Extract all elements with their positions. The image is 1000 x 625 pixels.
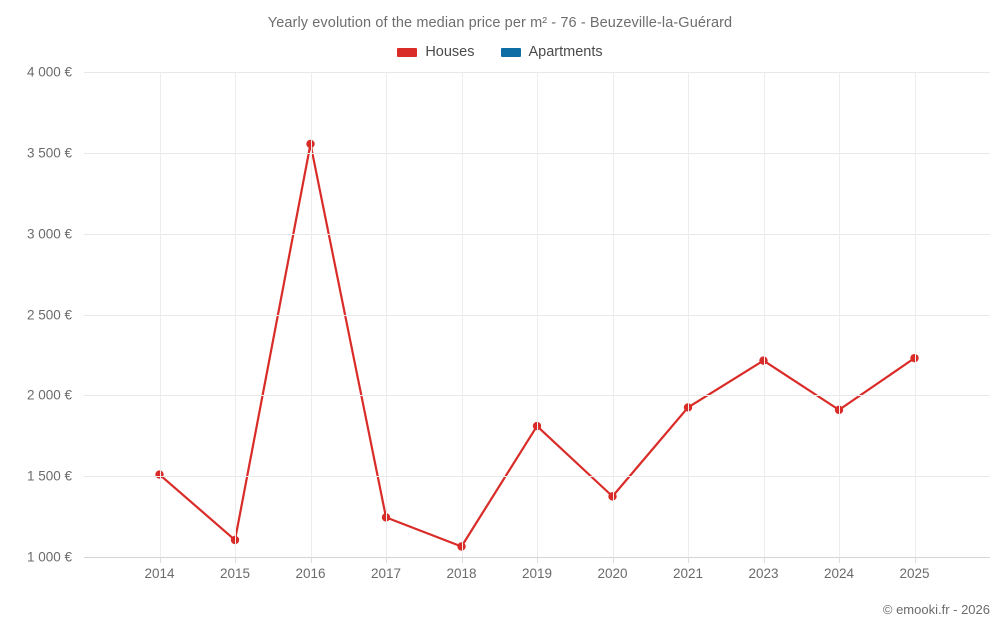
x-axis-tick <box>386 557 387 563</box>
x-axis-tick-label: 2024 <box>823 566 855 581</box>
legend-swatch-apartments-icon <box>500 47 521 57</box>
data-point-marker[interactable] <box>457 542 466 551</box>
x-axis-tick <box>537 557 538 563</box>
y-axis-tick-label: 3 500 € <box>26 145 72 161</box>
gridline-vertical <box>763 72 765 557</box>
data-point-marker[interactable] <box>381 513 391 522</box>
y-axis-tick-label: 2 500 € <box>26 307 72 322</box>
y-axis-tick-label: 1 000 € <box>26 549 72 565</box>
gridline-vertical <box>914 72 916 557</box>
data-point-marker[interactable] <box>532 421 542 431</box>
page-title: Yearly evolution of the median price per… <box>267 15 733 31</box>
x-axis-tick <box>839 557 840 563</box>
x-axis-tick <box>914 557 916 563</box>
footer-credit: © emooki.fr - 2026 <box>882 602 990 617</box>
legend-item-houses[interactable]: Houses <box>397 44 475 60</box>
x-axis-tick <box>461 557 463 563</box>
legend-label-houses: Houses <box>425 44 475 60</box>
legend-swatch-houses-icon <box>397 47 418 57</box>
x-axis-tick-label: 2023 <box>748 566 779 581</box>
x-axis-tick <box>235 557 236 563</box>
y-axis-tick-label: 4 000 € <box>26 64 72 80</box>
gridline-vertical <box>461 72 463 557</box>
gridline-vertical <box>839 72 840 557</box>
x-axis-tick <box>159 557 161 563</box>
x-axis-tick-label: 2016 <box>295 566 326 581</box>
gridline-vertical <box>612 72 614 557</box>
gridline-vertical <box>386 72 387 557</box>
x-axis-tick <box>612 557 614 563</box>
x-axis-tick-label: 2015 <box>219 566 251 581</box>
chart-legend: Houses Apartments <box>0 45 1000 60</box>
x-axis-tick-label: 2021 <box>672 566 704 581</box>
x-axis-tick-label: 2020 <box>597 566 628 581</box>
x-axis-tick-label: 2017 <box>370 566 402 581</box>
legend-label-apartments: Apartments <box>528 44 603 60</box>
gridline-vertical <box>688 72 689 557</box>
gridline-vertical <box>235 72 236 557</box>
gridline-vertical <box>159 72 161 557</box>
y-axis-tick-label: 1 500 € <box>26 468 72 484</box>
x-axis-tick-label: 2014 <box>144 566 175 581</box>
x-axis-tick <box>763 557 765 563</box>
y-axis-tick-label: 3 000 € <box>26 226 72 242</box>
y-axis-tick-label: 2 000 € <box>26 387 72 403</box>
x-axis-tick-label: 2019 <box>521 566 553 581</box>
plot-area <box>84 72 990 558</box>
gridline-vertical <box>310 72 312 557</box>
gridline-vertical <box>537 72 538 557</box>
x-axis-tick <box>310 557 312 563</box>
x-axis-tick-label: 2018 <box>446 566 477 581</box>
legend-item-apartments[interactable]: Apartments <box>500 44 603 60</box>
x-axis-tick <box>688 557 689 563</box>
x-axis-tick-label: 2025 <box>899 566 930 581</box>
